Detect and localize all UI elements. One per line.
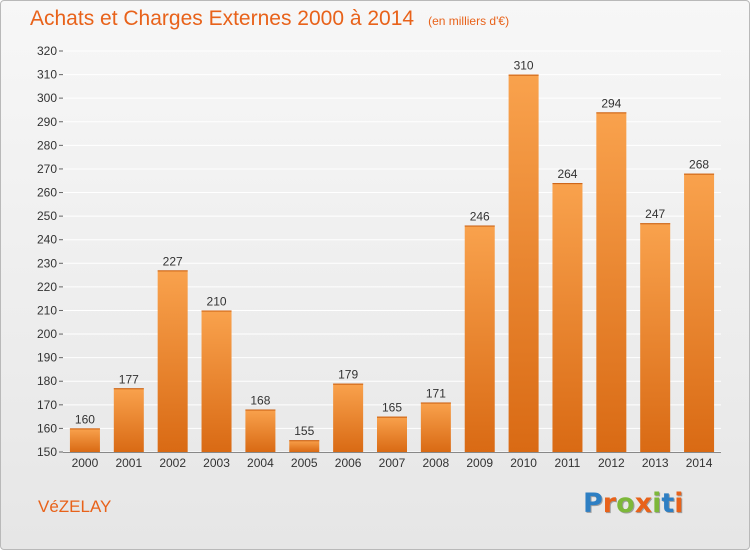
bar-2011 (552, 183, 583, 452)
x-tick-label-2004: 2004 (247, 456, 274, 470)
x-axis-ticks: 2000 2001 2002 2003 2004 2005 2006 2007 2008 2009… (72, 456, 713, 470)
x-tick-label-2002: 2002 (159, 456, 186, 470)
bar-2009 (464, 225, 495, 452)
data-label-2001: 177 (119, 372, 139, 386)
logo-letter: i (652, 488, 662, 519)
x-tick-label-2007: 2007 (379, 456, 406, 470)
x-tick-label-2000: 2000 (72, 456, 99, 470)
logo-letter: i (674, 488, 684, 519)
chart-title: Achats et Charges Externes 2000 à 2014 (e… (30, 7, 509, 31)
x-tick-label-2011: 2011 (555, 456, 581, 470)
y-tick-label: 280 (37, 138, 57, 152)
y-tick-label: 170 (37, 398, 57, 412)
data-label-2004: 168 (250, 394, 270, 408)
bar-2001 (113, 388, 144, 452)
x-tick-label-2001: 2001 (115, 456, 142, 470)
data-label-2008: 171 (426, 386, 446, 400)
y-tick-label: 200 (37, 327, 57, 341)
bar-2003 (201, 310, 232, 452)
bar-2006 (333, 383, 364, 452)
x-tick-label-2012: 2012 (598, 456, 625, 470)
y-tick-label: 320 (37, 44, 57, 58)
x-tick-label-2005: 2005 (291, 456, 318, 470)
y-tick-label: 220 (37, 280, 57, 294)
y-tick-label: 190 (37, 351, 57, 365)
logo-letter: P (583, 488, 603, 519)
data-label-2011: 264 (557, 167, 577, 181)
y-tick-label: 160 (37, 421, 57, 435)
proxiti-logo: Proxiti (583, 488, 684, 519)
bar-2008 (420, 402, 451, 452)
bar-2014 (684, 173, 715, 453)
logo-letter: r (602, 488, 617, 519)
data-label-2000: 160 (75, 412, 95, 426)
data-label-2013: 247 (645, 207, 665, 221)
bar-2005 (289, 440, 320, 452)
y-tick-label: 210 (37, 303, 57, 317)
y-tick-label: 230 (37, 256, 57, 270)
logo-letter: x (634, 488, 653, 519)
bar-2013 (640, 223, 671, 452)
logo-letter: o (616, 488, 635, 519)
data-label-2010: 310 (514, 59, 534, 73)
data-label-2007: 165 (382, 401, 402, 415)
data-label-2005: 155 (294, 424, 314, 438)
data-label-2012: 294 (601, 96, 621, 110)
data-label-2014: 268 (689, 158, 709, 172)
y-tick-label: 300 (37, 91, 57, 105)
y-tick-label: 310 (37, 68, 57, 82)
commune-name: VéZELAY (38, 497, 112, 516)
x-tick-label-2003: 2003 (203, 456, 230, 470)
x-tick-label-2008: 2008 (423, 456, 450, 470)
bar-2012 (596, 112, 627, 453)
y-tick-label: 270 (37, 162, 57, 176)
bar-2004 (245, 409, 276, 452)
x-tick-label-2009: 2009 (466, 456, 493, 470)
y-axis-ticks: 150 160 170 180 190 200 210 220 230 240 250 260 270 2… (37, 44, 63, 459)
x-tick-label-2013: 2013 (642, 456, 669, 470)
y-tick-label: 240 (37, 233, 57, 247)
y-tick-label: 260 (37, 186, 57, 200)
bar-2007 (377, 416, 407, 452)
data-labels: 160 177 227 210 168 155 179 165 171 246 310 264 294 2… (75, 59, 709, 439)
x-tick-label-2010: 2010 (510, 456, 537, 470)
bar-2010 (508, 74, 539, 453)
y-tick-label: 150 (37, 445, 57, 459)
bar-2000 (69, 428, 100, 452)
y-tick-label: 290 (37, 115, 57, 129)
y-tick-label: 250 (37, 209, 57, 223)
bar-2002 (157, 270, 188, 452)
data-label-2002: 227 (163, 254, 183, 268)
data-label-2009: 246 (470, 210, 490, 224)
data-label-2006: 179 (338, 368, 358, 382)
x-tick-label-2006: 2006 (335, 456, 362, 470)
y-tick-label: 180 (37, 374, 57, 388)
data-label-2003: 210 (207, 294, 227, 308)
chart-title-text: Achats et Charges Externes 2000 à 2014 (30, 7, 415, 30)
logo-letter: t (661, 488, 675, 519)
unit-note: (en milliers d'€) (428, 14, 510, 28)
x-tick-label-2014: 2014 (686, 456, 713, 470)
bars (69, 74, 715, 453)
